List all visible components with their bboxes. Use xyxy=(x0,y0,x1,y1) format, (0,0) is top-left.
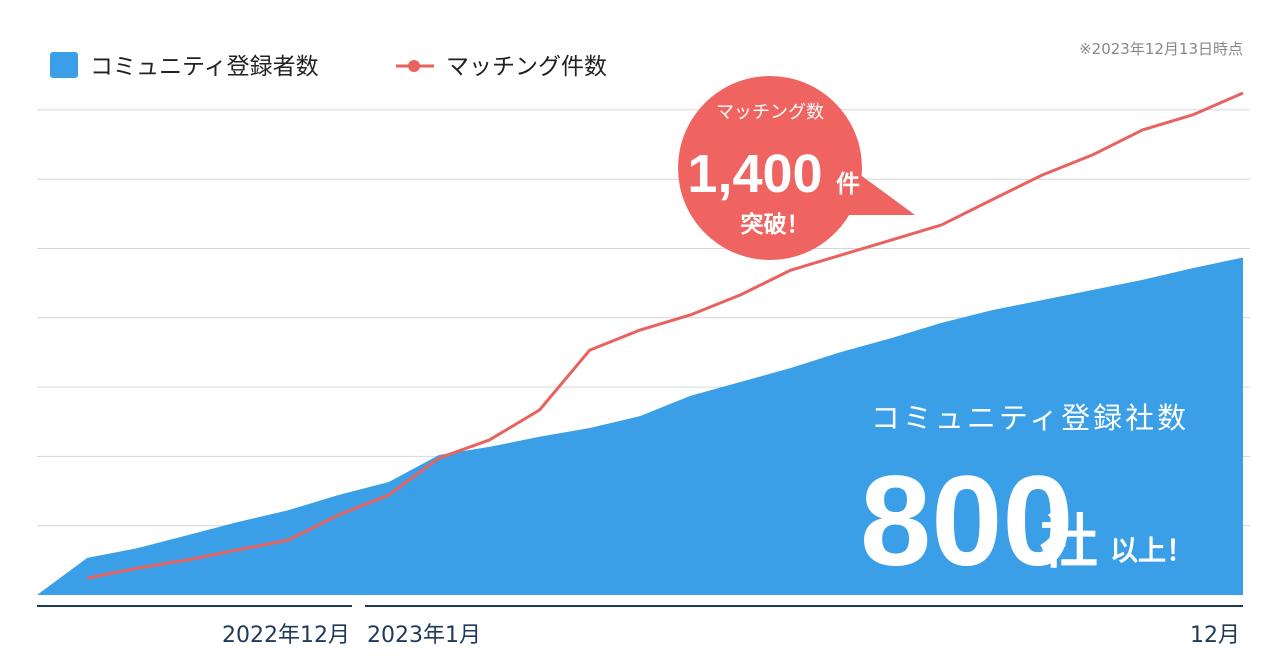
callout-suffix: 以上！ xyxy=(1110,534,1194,567)
callout-suffix: 突破！ xyxy=(741,211,810,238)
legend-swatch-area xyxy=(50,52,78,78)
x-axis-label: 2023年1月 xyxy=(367,623,481,648)
legend-swatch-dot xyxy=(408,60,420,72)
matching-callout: マッチング数 1,400 件 突破！ xyxy=(678,76,915,260)
callout-bubble xyxy=(678,76,862,260)
callout-title: コミュニティ登録社数 xyxy=(871,401,1189,435)
line xyxy=(86,91,1244,580)
plot xyxy=(37,91,1244,595)
callout-value: 1,400 xyxy=(687,144,822,204)
area xyxy=(37,257,1243,595)
x-axis-label: 2022年12月 xyxy=(222,623,350,648)
note: ※2023年12月13日時点 xyxy=(1079,40,1243,58)
legend-label: コミュニティ登録者数 xyxy=(90,54,319,80)
companies-callout: コミュニティ登録社数 800 社 以上！ xyxy=(860,401,1194,593)
callout-unit: 件 xyxy=(836,170,860,198)
legend-label: マッチング件数 xyxy=(446,54,607,80)
x-axis-label: 12月 xyxy=(1190,623,1240,648)
callout-title: マッチング数 xyxy=(716,102,824,123)
callout-value: 800 xyxy=(860,450,1074,593)
callout-unit: 社 xyxy=(1040,508,1098,576)
